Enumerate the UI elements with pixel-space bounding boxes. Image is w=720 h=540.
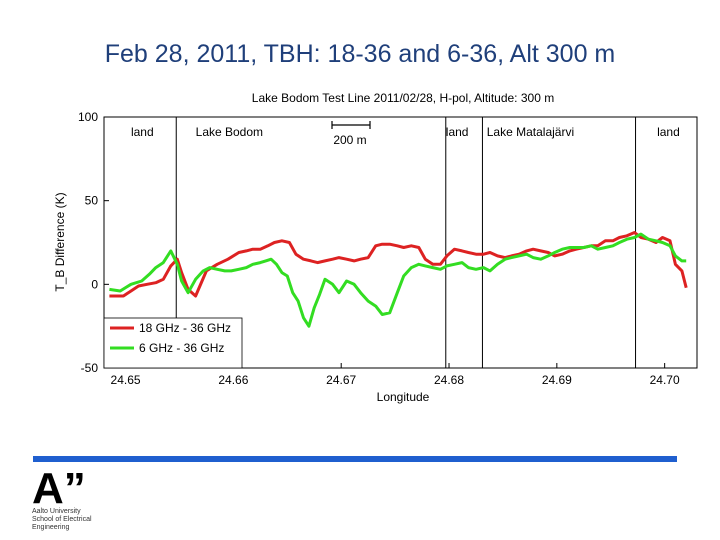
- scale-bar-label: 200 m: [333, 133, 366, 147]
- series-6-36-line: [109, 232, 687, 328]
- slide-title: Feb 28, 2011, TBH: 18-36 and 6-36, Alt 3…: [104, 40, 616, 68]
- x-tick-label: 24.70: [650, 373, 680, 387]
- logo-line: Engineering: [32, 524, 70, 531]
- legend: 18 GHz - 36 GHz 6 GHz - 36 GHz: [103, 317, 243, 369]
- logo-line: School of Electrical: [32, 516, 92, 523]
- legend-label-green: 6 GHz - 36 GHz: [139, 341, 224, 355]
- x-tick-label: 24.68: [434, 373, 464, 387]
- region-label: Lake Bodom: [196, 125, 263, 139]
- chart-title: Lake Bodom Test Line 2011/02/28, H-pol, …: [252, 91, 554, 105]
- plot-frame: [103, 116, 698, 369]
- legend-label-red: 18 GHz - 36 GHz: [139, 321, 231, 335]
- x-tick-label: 24.66: [218, 373, 248, 387]
- x-tick-label: 24.69: [542, 373, 572, 387]
- region-label: land: [131, 125, 154, 139]
- x-tick-label: 24.65: [111, 373, 141, 387]
- series-18-36-line: [109, 231, 688, 298]
- y-axis-label: T_B Difference (K): [53, 192, 67, 291]
- y-tick-label: 100: [78, 110, 98, 124]
- aalto-logo: A”: [32, 466, 86, 506]
- region-label: Lake Matalajärvi: [487, 125, 574, 139]
- region-label: land: [657, 125, 680, 139]
- x-axis-label: Longitude: [377, 390, 430, 404]
- logo-text: Aalto University School of Electrical En…: [32, 508, 92, 532]
- y-tick-label: 0: [91, 277, 98, 291]
- y-tick-label: 50: [85, 194, 99, 208]
- y-tick-label: -50: [81, 361, 99, 375]
- region-label: land: [446, 125, 469, 139]
- logo-mark: A”: [32, 466, 86, 506]
- divider-bar: [33, 456, 677, 462]
- x-tick-label: 24.67: [326, 373, 356, 387]
- logo-line: Aalto University: [32, 508, 81, 515]
- scale-bar: 200 m: [331, 121, 371, 147]
